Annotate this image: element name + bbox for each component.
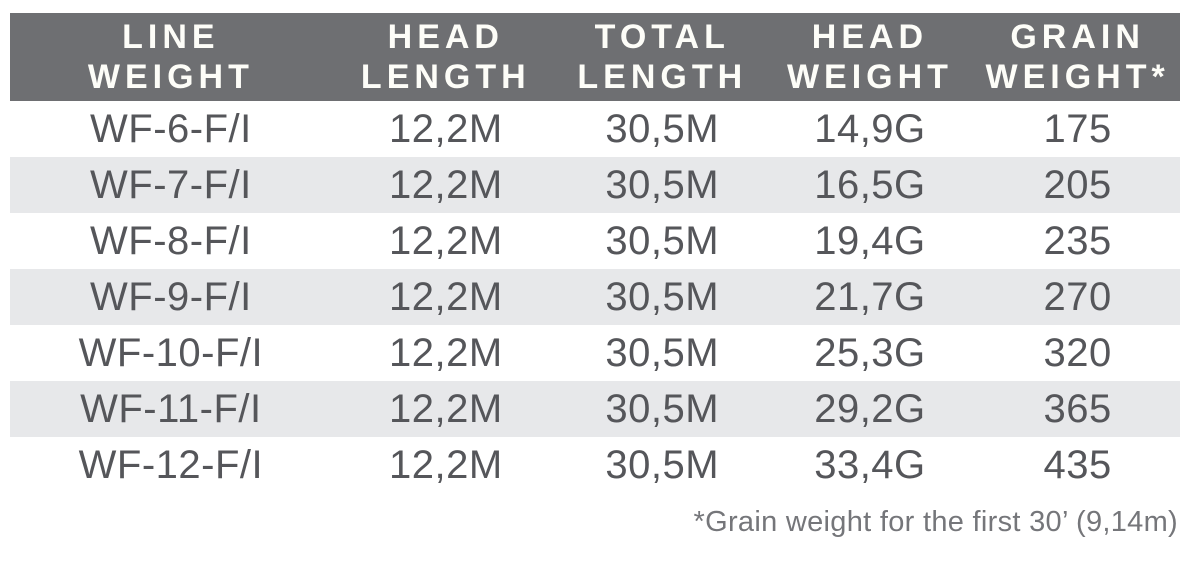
cell-grain-weight: 235 <box>1043 218 1112 263</box>
table-header: LINE WEIGHT HEAD LENGTH TOTAL LENGTH HEA… <box>10 13 1180 101</box>
cell-head-length: 12,2M <box>388 274 503 319</box>
cell-total-length: 30,5M <box>605 442 720 487</box>
table-body: WF-6-F/I 12,2M 30,5M 14,9G 175 WF-7-F/I … <box>10 101 1180 493</box>
line-spec-table: LINE WEIGHT HEAD LENGTH TOTAL LENGTH HEA… <box>10 13 1180 493</box>
cell-line-weight: WF-6-F/I <box>90 106 252 151</box>
cell-line-weight: WF-7-F/I <box>90 162 252 207</box>
header-label-line2: LENGTH <box>577 58 748 96</box>
table-row: WF-11-F/I 12,2M 30,5M 29,2G 365 <box>10 381 1180 437</box>
cell-head-weight: 14,9G <box>814 106 926 151</box>
header-label-line2: WEIGHT <box>786 58 953 96</box>
cell-line-weight: WF-8-F/I <box>90 218 252 263</box>
cell-line-weight: WF-11-F/I <box>80 386 262 431</box>
header-label-line1: HEAD <box>387 18 504 56</box>
cell-head-length: 12,2M <box>388 330 503 375</box>
header-row: LINE WEIGHT HEAD LENGTH TOTAL LENGTH HEA… <box>10 13 1180 101</box>
cell-total-length: 30,5M <box>605 106 720 151</box>
cell-head-length: 12,2M <box>388 386 503 431</box>
cell-total-length: 30,5M <box>605 162 720 207</box>
cell-head-length: 12,2M <box>388 218 503 263</box>
cell-head-length: 12,2M <box>388 162 503 207</box>
cell-grain-weight: 435 <box>1043 442 1112 487</box>
header-label-line2: WEIGHT* <box>985 58 1170 96</box>
header-label-line1: GRAIN <box>1010 18 1145 56</box>
header-cell-line-weight: LINE WEIGHT <box>10 13 332 101</box>
cell-grain-weight: 175 <box>1043 106 1112 151</box>
cell-total-length: 30,5M <box>605 330 720 375</box>
header-cell-grain-weight: GRAIN WEIGHT* <box>975 13 1180 101</box>
cell-grain-weight: 270 <box>1043 274 1112 319</box>
table-row: WF-10-F/I 12,2M 30,5M 25,3G 320 <box>10 325 1180 381</box>
cell-total-length: 30,5M <box>605 386 720 431</box>
header-label-line1: HEAD <box>811 18 929 56</box>
header-label-line2: WEIGHT <box>87 58 254 96</box>
cell-line-weight: WF-12-F/I <box>78 442 264 487</box>
cell-head-length: 12,2M <box>388 442 503 487</box>
cell-head-weight: 19,4G <box>814 218 926 263</box>
table-row: WF-12-F/I 12,2M 30,5M 33,4G 435 <box>10 437 1180 493</box>
cell-total-length: 30,5M <box>605 218 720 263</box>
table-row: WF-7-F/I 12,2M 30,5M 16,5G 205 <box>10 157 1180 213</box>
cell-head-weight: 21,7G <box>814 274 926 319</box>
cell-grain-weight: 320 <box>1043 330 1112 375</box>
cell-grain-weight: 205 <box>1043 162 1112 207</box>
grain-weight-footnote: *Grain weight for the first 30’ (9,14m) <box>693 506 1178 538</box>
cell-grain-weight: 365 <box>1043 386 1112 431</box>
header-cell-head-weight: HEAD WEIGHT <box>764 13 976 101</box>
header-cell-total-length: TOTAL LENGTH <box>559 13 765 101</box>
cell-head-weight: 29,2G <box>814 386 926 431</box>
table-row: WF-9-F/I 12,2M 30,5M 21,7G 270 <box>10 269 1180 325</box>
header-label-line2: LENGTH <box>360 58 531 96</box>
header-label-line1: LINE <box>122 18 220 56</box>
header-label-line1: TOTAL <box>594 18 730 56</box>
table-row: WF-6-F/I 12,2M 30,5M 14,9G 175 <box>10 101 1180 157</box>
header-cell-head-length: HEAD LENGTH <box>331 13 560 101</box>
cell-head-weight: 25,3G <box>814 330 926 375</box>
table-row: WF-8-F/I 12,2M 30,5M 19,4G 235 <box>10 213 1180 269</box>
cell-total-length: 30,5M <box>605 274 720 319</box>
cell-line-weight: WF-9-F/I <box>90 274 252 319</box>
cell-head-weight: 16,5G <box>814 162 926 207</box>
cell-line-weight: WF-10-F/I <box>78 330 264 375</box>
line-spec-table-container: LINE WEIGHT HEAD LENGTH TOTAL LENGTH HEA… <box>10 13 1180 539</box>
cell-head-weight: 33,4G <box>814 442 926 487</box>
cell-head-length: 12,2M <box>388 106 503 151</box>
